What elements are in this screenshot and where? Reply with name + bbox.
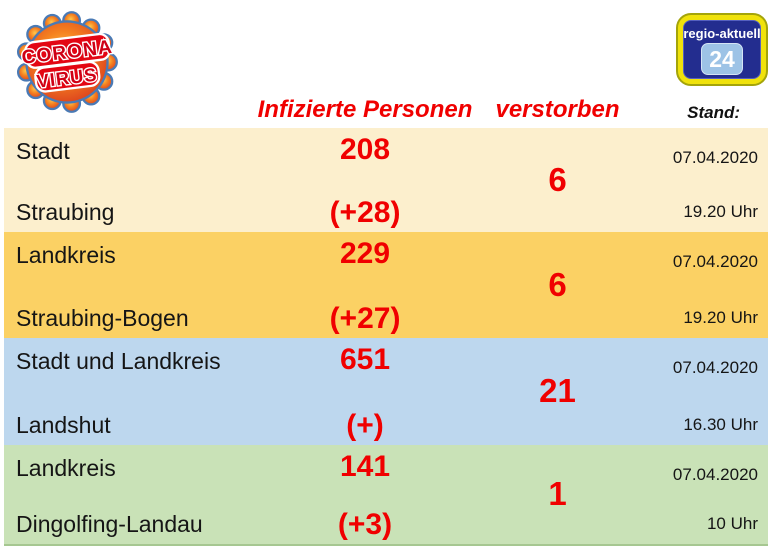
table-row-straubing-bogen: Landkreis Straubing-Bogen 229 (+27) 6 07… — [4, 232, 768, 338]
stand-time: 19.20 Uhr — [683, 202, 758, 221]
region-line1: Landkreis — [16, 242, 116, 268]
region-line1: Stadt — [16, 138, 70, 164]
deceased-cell: 6 — [450, 232, 665, 338]
infected-count: 208 — [339, 133, 391, 166]
infected-change: (+3) — [337, 508, 393, 541]
table-row-dingolfing-landau: Landkreis Dingolfing-Landau 141 (+3) 1 0… — [4, 445, 768, 546]
infected-count: 651 — [339, 343, 391, 376]
region-line2: Straubing-Bogen — [16, 304, 189, 331]
stand-cell: 07.04.2020 16.30 Uhr — [665, 338, 768, 445]
deceased-cell: 1 — [450, 445, 665, 544]
top-section: CORONA VIRUS regio-aktuell 24 Infizierte… — [0, 0, 777, 128]
header-stand-cell: Stand: — [665, 103, 768, 128]
deceased-count: 21 — [539, 372, 576, 410]
stand-date: 07.04.2020 — [672, 465, 758, 484]
stand-date: 07.04.2020 — [672, 148, 758, 167]
infected-change: (+27) — [329, 302, 401, 335]
deceased-count: 6 — [548, 160, 567, 198]
stand-header-label: Stand: — [687, 103, 740, 122]
header-deceased-cell: verstorben — [450, 96, 665, 128]
stand-time: 19.20 Uhr — [683, 308, 758, 327]
table-row-straubing-stadt: Stadt Straubing 208 (+28) 6 07.04.2020 1… — [4, 128, 768, 232]
infected-count: 141 — [339, 450, 391, 483]
regio-logo-inner: regio-aktuell 24 — [683, 20, 761, 79]
region-line1: Stadt und Landkreis — [16, 348, 221, 374]
virus-icon: CORONA VIRUS — [16, 11, 118, 113]
deceased-header-label: verstorben — [495, 96, 620, 123]
deceased-count: 1 — [548, 475, 567, 513]
stand-time: 16.30 Uhr — [683, 415, 758, 434]
stand-time: 10 Uhr — [706, 514, 758, 533]
infected-count: 229 — [339, 237, 391, 270]
table-row-landshut: Stadt und Landkreis Landshut 651 (+) 21 … — [4, 338, 768, 445]
infected-cell: 141 (+3) — [280, 445, 450, 544]
region-line2: Straubing — [16, 198, 115, 225]
region-cell: Stadt Straubing — [4, 128, 280, 232]
stand-cell: 07.04.2020 10 Uhr — [665, 445, 768, 544]
column-headers: Infizierte Personen verstorben Stand: — [4, 88, 768, 128]
stand-date: 07.04.2020 — [672, 358, 758, 377]
stand-date: 07.04.2020 — [672, 252, 758, 271]
infected-cell: 651 (+) — [280, 338, 450, 445]
infected-cell: 229 (+27) — [280, 232, 450, 338]
deceased-count: 6 — [548, 265, 567, 303]
corona-virus-logo: CORONA VIRUS — [8, 4, 126, 125]
regio-aktuell-logo: regio-aktuell 24 — [676, 13, 768, 86]
regio-logo-24-badge: 24 — [701, 43, 743, 75]
deceased-cell: 21 — [450, 338, 665, 445]
region-line1: Landkreis — [16, 455, 116, 481]
infected-header-label: Infizierte Personen — [257, 96, 473, 123]
region-cell: Stadt und Landkreis Landshut — [4, 338, 280, 445]
region-cell: Landkreis Dingolfing-Landau — [4, 445, 280, 544]
stand-cell: 07.04.2020 19.20 Uhr — [665, 232, 768, 338]
deceased-cell: 6 — [450, 128, 665, 232]
covid-stats-table: Stadt Straubing 208 (+28) 6 07.04.2020 1… — [4, 128, 768, 546]
infected-change: (+) — [346, 409, 384, 442]
regio-logo-name: regio-aktuell — [683, 26, 761, 41]
header-infected-cell: Infizierte Personen — [258, 96, 473, 128]
stand-cell: 07.04.2020 19.20 Uhr — [665, 128, 768, 232]
region-line2: Landshut — [16, 411, 111, 438]
region-line2: Dingolfing-Landau — [16, 510, 203, 537]
infected-change: (+28) — [329, 196, 401, 229]
infected-cell: 208 (+28) — [280, 128, 450, 232]
region-cell: Landkreis Straubing-Bogen — [4, 232, 280, 338]
